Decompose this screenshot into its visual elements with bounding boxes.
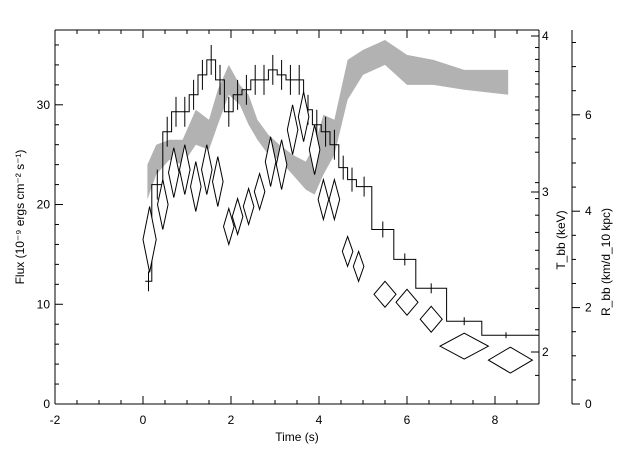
radius-diamond <box>275 139 288 190</box>
radius-diamond <box>212 156 224 207</box>
temperature-band <box>147 40 509 200</box>
r-axis-tick-label: 2 <box>585 301 592 315</box>
x-tick-label: 6 <box>404 413 411 427</box>
radius-diamond <box>317 177 330 222</box>
y-left-tick-label: 20 <box>37 198 51 212</box>
t-axis-tick-label: 3 <box>542 185 549 199</box>
radius-diamond <box>352 249 365 283</box>
flux-histogram-layer <box>145 44 539 339</box>
radius-diamond <box>487 346 534 374</box>
x-tick-label: 4 <box>316 413 323 427</box>
radius-diamond <box>341 234 354 268</box>
radius-diamond <box>395 288 419 317</box>
radius-diamond <box>242 186 255 227</box>
radius-diamond <box>373 280 397 309</box>
y-left-tick-label: 10 <box>37 297 51 311</box>
x-tick-label: 8 <box>492 413 499 427</box>
radius-diamond <box>297 91 310 142</box>
radius-diamond <box>190 161 202 212</box>
temperature-band-layer <box>147 40 509 200</box>
radius-diamond <box>419 305 443 333</box>
x-axis-title: Time (s) <box>275 430 319 444</box>
r-axis-tick-label: 0 <box>585 397 592 411</box>
radius-diamond <box>201 144 213 195</box>
radius-diamond <box>253 171 266 212</box>
x-tick-label: 0 <box>140 413 147 427</box>
radius-diamond <box>179 144 191 195</box>
t-axis-tick-label: 4 <box>542 29 549 43</box>
y-left-axis-title: Flux (10⁻⁹ ergs cm⁻² s⁻¹) <box>13 150 27 285</box>
t-axis-tick-label: 2 <box>542 345 549 359</box>
radius-diamond <box>222 206 235 247</box>
radius-diamond <box>231 196 244 237</box>
radius-diamond <box>438 332 490 360</box>
radius-diamond <box>157 179 169 230</box>
r-axis-tick-label: 6 <box>585 108 592 122</box>
y-left-tick-label: 30 <box>37 98 51 112</box>
radius-diamond <box>308 124 321 175</box>
radius-diamond <box>168 147 180 198</box>
t-axis-title: T_bb (keV) <box>554 210 568 269</box>
r-axis-title: R_bb (km/d_10 kpc) <box>599 208 613 316</box>
radius-diamond <box>286 104 299 155</box>
radius-diamond <box>142 206 157 273</box>
radius-diamond <box>328 177 341 222</box>
tick-layer <box>54 30 580 405</box>
r-axis-tick-label: 4 <box>585 204 592 218</box>
radius-diamond-layer <box>142 91 534 374</box>
x-tick-label: 2 <box>228 413 235 427</box>
y-left-tick-label: 0 <box>43 397 50 411</box>
x-tick-label: -2 <box>50 413 61 427</box>
radius-diamond <box>264 136 277 187</box>
